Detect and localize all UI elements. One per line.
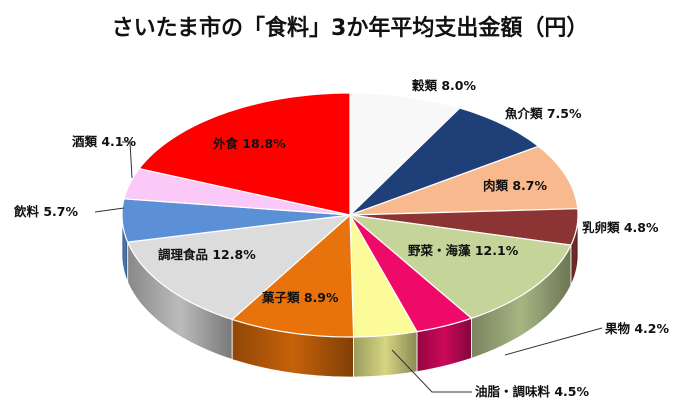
- slice-label-6: 油脂・調味料 4.5%: [475, 384, 589, 399]
- slice-label-5: 果物 4.2%: [604, 321, 669, 336]
- pie-slice-7: [231, 214, 355, 338]
- pie-slice-0: [349, 92, 461, 216]
- slice-label-9: 飲料 5.7%: [13, 204, 78, 219]
- slice-label-11: 外食 18.8%: [212, 136, 286, 151]
- pie-top-faces: [121, 92, 579, 338]
- pie-slice-11: [138, 92, 351, 216]
- pie-slice-3: [349, 208, 579, 246]
- slice-label-7: 菓子類 8.9%: [261, 290, 339, 305]
- pie-slice-6: [349, 214, 418, 338]
- slice-labels: 穀類 8.0% 魚介類 7.5% 肉類 8.7% 乳卵類 4.8% 野菜・海藻 12.1…: [13, 78, 669, 399]
- slice-label-0: 穀類 8.0%: [411, 78, 476, 93]
- chart-title: さいたま市の「食料」3か年平均支出金額（円）: [111, 16, 589, 41]
- pie-slice-2: [349, 145, 579, 216]
- pie-slice-8: [127, 214, 351, 321]
- leader-line-10: [122, 141, 133, 179]
- pie-slice-10: [123, 167, 351, 216]
- pie-side-6: [353, 331, 418, 378]
- slice-label-8: 調理食品 12.8%: [158, 247, 256, 262]
- leader-line-6: [391, 349, 472, 393]
- pie-slice-9: [121, 198, 351, 243]
- pie-slice-4: [349, 214, 572, 319]
- leader-lines: [94, 141, 603, 393]
- leader-line-5: [504, 327, 603, 356]
- pie-slice-1: [349, 107, 540, 216]
- slice-label-10: 酒類 4.1%: [72, 134, 136, 149]
- slice-label-1: 魚介類 7.5%: [505, 106, 582, 121]
- pie-slice-5: [349, 214, 473, 333]
- slice-label-3: 乳卵類 4.8%: [582, 220, 659, 235]
- slice-label-2: 肉類 8.7%: [483, 178, 547, 193]
- leader-line-9: [94, 207, 125, 213]
- pie-side-walls: [121, 215, 579, 378]
- slice-label-4: 野菜・海藻 12.1%: [408, 243, 519, 258]
